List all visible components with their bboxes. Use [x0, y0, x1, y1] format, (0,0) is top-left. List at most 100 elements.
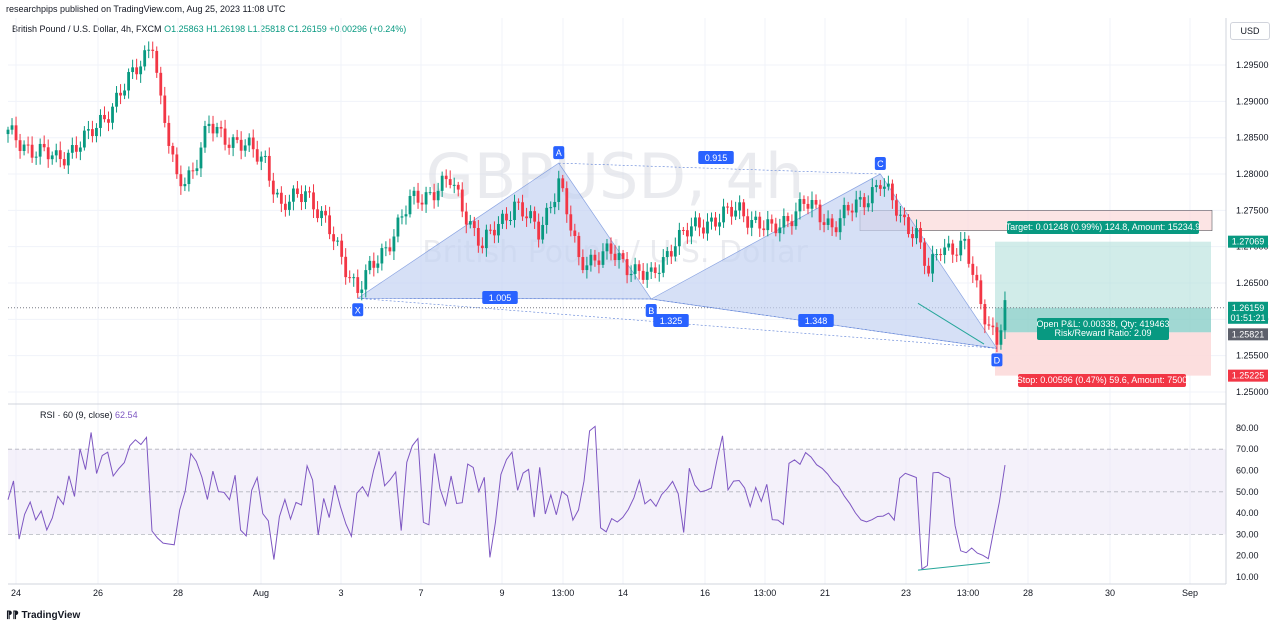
open-pnl-label-box — [1037, 318, 1169, 340]
candle — [360, 280, 364, 301]
candle — [191, 162, 195, 179]
candle — [882, 178, 886, 197]
candle-body — [476, 228, 480, 246]
candle — [706, 213, 709, 241]
position-tool[interactable] — [8, 210, 1226, 376]
candle — [822, 213, 826, 233]
candle-body — [537, 221, 541, 240]
candle — [617, 245, 621, 269]
stop-price-badge-box — [1228, 369, 1268, 382]
candle-body — [846, 204, 850, 211]
target-label: Target: 0.01248 (0.99%) 124.8, Amount: 1… — [1006, 222, 1201, 232]
candle-body — [163, 95, 167, 123]
candle-body — [919, 228, 922, 243]
candle — [175, 147, 179, 179]
candle — [842, 197, 846, 226]
candle-body — [344, 256, 348, 278]
candle — [171, 142, 175, 163]
candle-body — [657, 272, 661, 274]
candle-body — [288, 201, 291, 210]
candle-body — [283, 203, 287, 210]
candle-body — [111, 106, 114, 123]
candle-body — [521, 202, 524, 217]
candle-body — [267, 155, 271, 181]
rsi-label: RSI · 60 (9, close) — [40, 410, 113, 420]
candle — [452, 177, 456, 194]
rsi-legend[interactable]: RSI · 60 (9, close) 62.54 — [40, 410, 138, 420]
candle-body — [702, 227, 705, 234]
candle — [854, 190, 858, 218]
candle-body — [356, 277, 360, 293]
candle — [726, 202, 729, 214]
candle — [621, 249, 625, 263]
candle — [372, 252, 376, 277]
candle — [46, 139, 50, 168]
candle-body — [316, 209, 319, 219]
candle — [657, 264, 661, 282]
candle — [460, 182, 464, 218]
candle-body — [440, 175, 444, 191]
candle — [903, 207, 906, 226]
candle — [915, 219, 918, 245]
candle — [344, 248, 348, 285]
candle — [316, 201, 319, 223]
candle — [645, 263, 649, 288]
candle-body — [271, 180, 275, 195]
currency-button[interactable]: USD — [1230, 22, 1270, 40]
candle — [722, 198, 725, 228]
candle — [468, 214, 472, 229]
candle-body — [742, 202, 746, 217]
symbol-legend[interactable]: British Pound / U.S. Dollar, 4h, FXCM O1… — [12, 24, 406, 34]
candle-body — [866, 203, 870, 208]
candle — [179, 165, 183, 195]
candle — [665, 246, 669, 265]
candle — [14, 116, 18, 148]
candle — [878, 179, 882, 196]
candle — [625, 252, 629, 284]
candle-body — [886, 183, 890, 187]
candle-body — [279, 192, 283, 204]
candle — [6, 126, 10, 143]
candle — [135, 58, 139, 80]
rsi-tick: 80.00 — [1236, 423, 1259, 433]
candle-body — [336, 240, 340, 242]
candle — [476, 219, 480, 253]
candle — [963, 231, 967, 250]
candle — [396, 214, 400, 243]
candle-body — [448, 179, 452, 185]
candle — [690, 217, 693, 245]
candle — [685, 222, 689, 244]
candle — [605, 239, 609, 260]
candle — [356, 269, 360, 298]
point-label-a: A — [556, 148, 562, 158]
candle-body — [959, 240, 963, 256]
candle — [50, 151, 54, 165]
candle — [332, 226, 336, 251]
candle — [927, 257, 930, 277]
price-tick: 1.28500 — [1236, 133, 1269, 143]
candle — [493, 221, 496, 244]
candle-body — [219, 126, 223, 129]
time-tick: 13:00 — [957, 588, 980, 598]
price-tick: 1.29000 — [1236, 96, 1269, 106]
candle-body — [46, 147, 50, 160]
candle-body — [99, 114, 102, 128]
candle-body — [62, 159, 66, 166]
ratio-line — [357, 297, 652, 300]
candle — [62, 152, 66, 169]
candle — [967, 235, 971, 268]
candle — [661, 249, 665, 278]
candle-body — [424, 192, 428, 205]
candle — [895, 193, 898, 222]
entry-price-badge-box — [1228, 328, 1268, 341]
tradingview-logo[interactable]: ⁋⁋ TradingView — [6, 610, 80, 621]
candle-body — [472, 221, 476, 229]
candle — [557, 170, 561, 211]
candle — [82, 126, 86, 151]
candle — [380, 243, 384, 271]
price-tick: 1.28000 — [1236, 169, 1269, 179]
rsi-tick: 20.00 — [1236, 551, 1259, 561]
time-tick: 13:00 — [552, 588, 575, 598]
candle — [10, 118, 14, 135]
